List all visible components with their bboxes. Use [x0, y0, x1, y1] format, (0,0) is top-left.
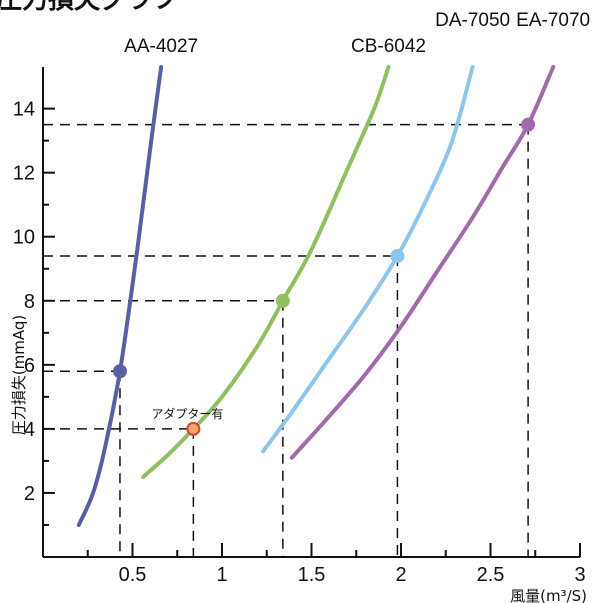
x-tick-label: 1 — [216, 564, 227, 586]
x-tick-label: 2 — [395, 564, 406, 586]
y-tick-label: 10 — [13, 227, 35, 249]
data-point-markers — [112, 117, 536, 436]
x-tick-label: 2.5 — [477, 564, 505, 586]
x-tick-label: 1.5 — [298, 564, 326, 586]
series-label-cb-6042: CB-6042 — [351, 36, 426, 57]
y-tick-label: 6 — [24, 355, 35, 377]
data-point-cb-6042 — [275, 293, 290, 308]
y-tick-label: 4 — [24, 419, 35, 441]
series-label-da-7050: DA-7050 — [435, 10, 510, 31]
y-tick-label: 2 — [24, 483, 35, 505]
x-tick-label: 0.5 — [119, 564, 147, 586]
x-tick-label: 3 — [574, 564, 585, 586]
series-line-cb-6042 — [141, 65, 391, 479]
axes: 0.5 1 1.5 2 2.5 3 2 4 6 8 10 12 14 — [13, 67, 586, 586]
x-axis-label: 風量(m³/S) — [510, 587, 587, 603]
y-axis-label: 圧力損失(mmAq) — [10, 315, 28, 435]
labels: AA-4027 CB-6042 DA-7050 EA-7070 アダプター有 — [124, 10, 590, 421]
chart-title: 圧力損失グラフ — [0, 0, 178, 15]
series-label-ea-7070: EA-7070 — [516, 10, 590, 31]
data-point-aa-4027 — [112, 364, 127, 379]
series-label-aa-4027: AA-4027 — [124, 36, 198, 57]
series-line-aa-4027 — [76, 65, 164, 527]
guide-lines — [43, 123, 529, 557]
data-point-da-7050 — [390, 248, 405, 263]
y-tick-label: 14 — [13, 99, 35, 121]
series-curves — [76, 65, 556, 527]
series-line-ea-7070 — [289, 65, 556, 460]
data-point-ea-7070 — [521, 117, 536, 132]
series-line-da-7050 — [261, 65, 475, 454]
annotation-adapter-label: アダプター有 — [151, 406, 223, 421]
y-tick-label: 12 — [13, 163, 35, 185]
data-point-cb-6042 — [186, 421, 201, 436]
y-tick-label: 8 — [24, 291, 35, 313]
